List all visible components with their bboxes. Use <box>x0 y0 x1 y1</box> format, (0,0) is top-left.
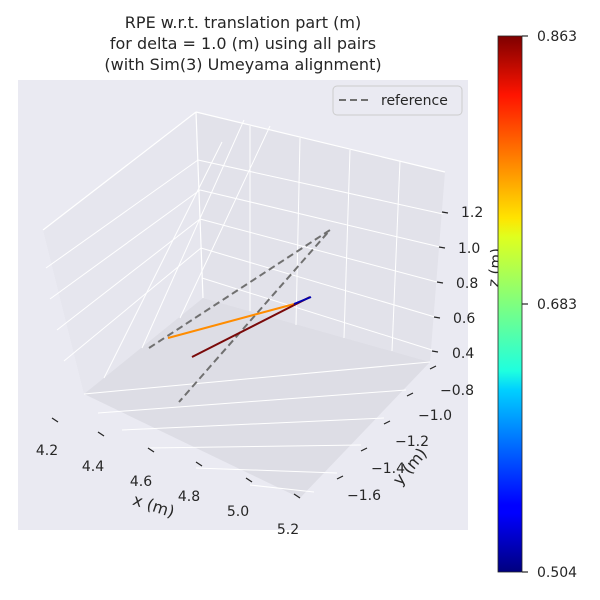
z-tick-label: 1.0 <box>458 241 480 257</box>
y-tick-label: −1.4 <box>371 461 405 477</box>
title-line-2: for delta = 1.0 (m) using all pairs <box>110 34 376 53</box>
y-tick-label: −1.0 <box>418 408 452 424</box>
colorbar: 0.863 0.683 0.504 <box>497 29 577 581</box>
x-tick-label: 4.2 <box>36 443 58 459</box>
tick-marks <box>51 211 449 499</box>
x-tick-label: 4.6 <box>130 474 152 490</box>
chart-title: RPE w.r.t. translation part (m) for delt… <box>104 13 381 74</box>
title-line-3: (with Sim(3) Umeyama alignment) <box>104 55 381 74</box>
pane-floor <box>84 298 430 498</box>
colorbar-tick-mid: 0.683 <box>537 297 577 313</box>
z-tick-label: 0.8 <box>456 276 478 292</box>
x-tick-label: 4.4 <box>82 459 104 475</box>
plot-lines <box>148 229 331 403</box>
legend-reference-label: reference <box>381 93 448 109</box>
reference-line <box>148 229 331 403</box>
error-segment-blue <box>293 296 312 305</box>
pane-left <box>43 112 203 394</box>
pane-edges <box>42 111 446 299</box>
legend-box <box>332 85 463 116</box>
colorbar-tick-min: 0.504 <box>537 565 577 581</box>
colorbar-tick-max: 0.863 <box>537 29 577 45</box>
legend: reference <box>332 85 463 116</box>
x-tick-label: 4.8 <box>178 489 200 505</box>
y-tick-labels: −0.8 −1.0 −1.2 −1.4 −1.6 <box>347 383 474 504</box>
y-tick-label: −0.8 <box>440 383 474 399</box>
z-tick-label: 1.2 <box>461 205 483 221</box>
z-tick-label: 0.6 <box>453 311 475 327</box>
colorbar-gradient <box>497 35 523 573</box>
z-tick-labels: 1.2 1.0 0.8 0.6 0.4 <box>452 205 483 362</box>
error-segment-darkred <box>191 296 311 358</box>
x-tick-label: 5.0 <box>227 504 249 520</box>
x-tick-label: 5.2 <box>277 522 299 538</box>
y-tick-label: −1.2 <box>395 434 429 450</box>
title-line-1: RPE w.r.t. translation part (m) <box>125 13 361 32</box>
error-segment-orange <box>167 302 299 339</box>
y-tick-label: −1.6 <box>347 488 381 504</box>
z-tick-label: 0.4 <box>452 346 474 362</box>
grid-lines <box>45 119 444 493</box>
x-tick-labels: 4.2 4.4 4.6 4.8 5.0 5.2 <box>36 443 299 538</box>
